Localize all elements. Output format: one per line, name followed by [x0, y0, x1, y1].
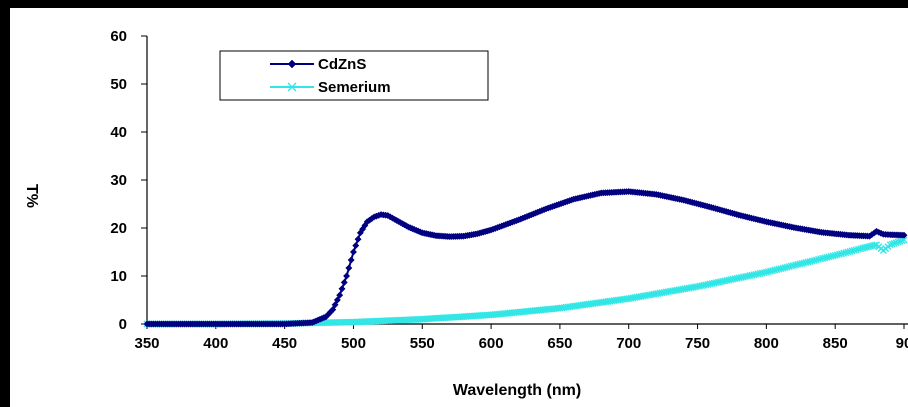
series-line [147, 190, 905, 325]
data-point [345, 264, 353, 272]
data-point [340, 278, 348, 286]
legend-items: CdZnS Semerium [270, 56, 391, 96]
legend-item-semerium: Semerium [270, 79, 391, 96]
data-point [347, 256, 355, 264]
x-tick-label: 350 [134, 335, 159, 352]
data-point [354, 235, 362, 243]
y-tick-label: 10 [110, 268, 127, 285]
y-tick-label: 30 [110, 172, 127, 189]
data-point [338, 285, 346, 293]
x-axis-title: Wavelength (nm) [453, 382, 581, 399]
y-tick-label: 20 [110, 220, 127, 237]
y-tick-label: 40 [110, 124, 127, 141]
data-point [896, 237, 904, 245]
x-tick-label: 850 [823, 335, 848, 352]
data-point [343, 272, 351, 280]
data-point [352, 242, 360, 250]
data-point [886, 241, 894, 249]
legend-box [219, 50, 489, 101]
x-tick-label: 700 [616, 335, 641, 352]
legend-label: CdZnS [318, 56, 366, 73]
x-tick-label: 600 [479, 335, 504, 352]
x-tick-label: 90 [896, 335, 908, 352]
data-point [894, 238, 902, 246]
legend-item-cdzns: CdZnS [270, 56, 366, 73]
x-tick-label: 650 [547, 335, 572, 352]
y-tick-label: 60 [110, 28, 127, 45]
data-point [333, 296, 341, 304]
legend-label: Semerium [318, 79, 391, 96]
data-point [890, 239, 898, 247]
data-point [888, 240, 896, 248]
x-tick-label: 400 [203, 335, 228, 352]
series-layer [143, 187, 908, 328]
legend: CdZnS Semerium [219, 50, 489, 101]
data-point [900, 231, 908, 239]
x-axis-ticks: 350 400 450 500 550 600 650 700 750 800 850 90 [134, 324, 908, 352]
data-point [329, 306, 337, 314]
legend-marker [287, 82, 297, 92]
x-tick-label: 550 [410, 335, 435, 352]
x-tick-label: 800 [754, 335, 779, 352]
x-tick-label: 500 [341, 335, 366, 352]
y-axis-ticks: 0 10 20 30 40 50 60 [110, 28, 147, 333]
data-point [892, 239, 900, 247]
series-cdzns [143, 187, 908, 328]
legend-marker [287, 59, 297, 69]
y-tick-label: 50 [110, 76, 127, 93]
data-point [331, 301, 339, 309]
data-point [349, 248, 358, 256]
series-semerium [143, 236, 908, 328]
y-tick-label: 0 [119, 316, 127, 333]
x-tick-label: 750 [685, 335, 710, 352]
y-axis-title: T% [23, 184, 40, 208]
x-tick-label: 450 [272, 335, 297, 352]
data-point [336, 291, 344, 299]
data-point [871, 241, 879, 249]
